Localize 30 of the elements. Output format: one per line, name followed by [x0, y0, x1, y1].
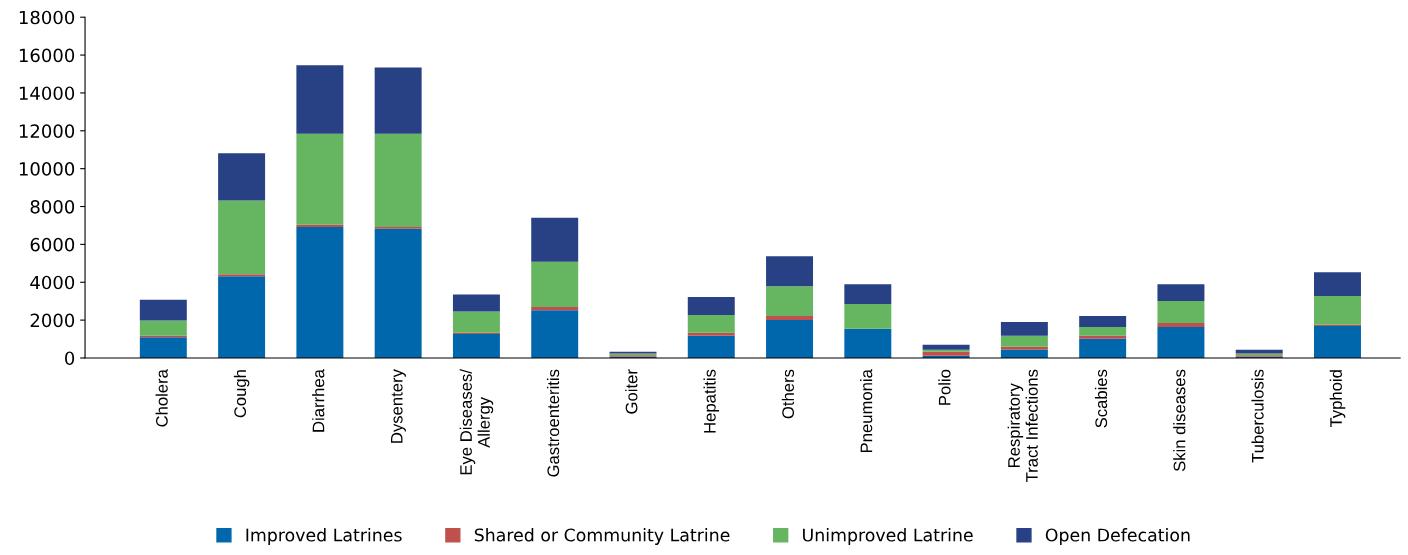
- legend-label: Open Defecation: [1045, 528, 1190, 545]
- y-tick-label: 8000: [30, 199, 75, 214]
- y-tick-label: 4000: [30, 275, 75, 290]
- y-tick-label: 14000: [19, 86, 75, 101]
- y-tick-label: 0: [65, 351, 75, 366]
- x-tick-label: Pneumonia: [860, 369, 873, 453]
- x-tick-label: Eye Diseases/ Allergy: [459, 369, 494, 475]
- x-tick-label: Others: [781, 369, 795, 419]
- x-tick-label: Respiratory Tract Infections: [1007, 369, 1038, 483]
- legend-label: Unimproved Latrine: [803, 528, 973, 545]
- legend-label: Improved Latrines: [246, 528, 402, 545]
- x-tick-label: Scabies: [1094, 369, 1108, 428]
- x-tick-label: Dysentery: [391, 369, 406, 443]
- x-tick-label: Typhoid: [1329, 370, 1346, 428]
- y-tick-label: 18000: [19, 10, 75, 25]
- x-tick-label: Hepatitis: [703, 369, 720, 433]
- x-tick-label: Diarrhea: [312, 369, 325, 432]
- legend-label: Shared or Community Latrine: [474, 528, 730, 545]
- x-tick-label: Gastroenteritis: [546, 369, 560, 477]
- x-tick-label: Polio: [938, 369, 951, 405]
- x-tick-label: Tuberculosis: [1251, 369, 1264, 463]
- y-tick-label: 6000: [30, 237, 75, 252]
- y-tick-label: 10000: [19, 162, 75, 176]
- x-tick-label: Goiter: [625, 369, 638, 414]
- y-tick-label: 12000: [19, 124, 75, 138]
- y-tick-label: 16000: [19, 48, 75, 63]
- x-tick-label: Cholera: [155, 369, 168, 427]
- x-tick-label: Cough: [233, 370, 250, 418]
- y-tick-label: 2000: [30, 313, 75, 328]
- x-tick-label: Skin diseases: [1173, 369, 1186, 472]
